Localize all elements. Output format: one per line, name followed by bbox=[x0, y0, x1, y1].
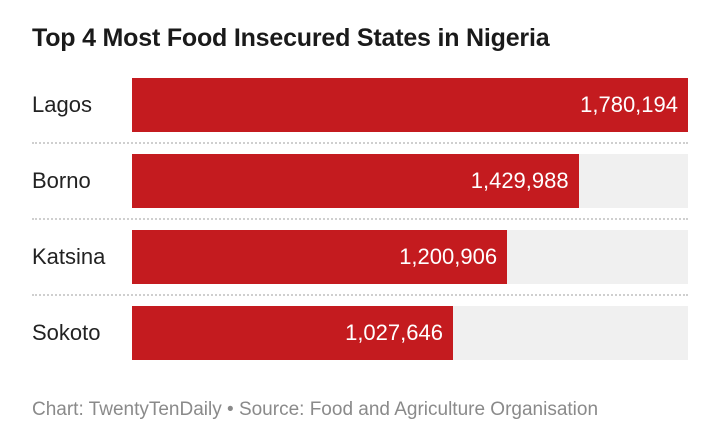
category-label: Lagos bbox=[32, 92, 92, 117]
chart-row: Borno 1,429,988 bbox=[32, 154, 688, 230]
category-label: Sokoto bbox=[32, 320, 101, 345]
chart-title: Top 4 Most Food Insecured States in Nige… bbox=[32, 24, 550, 52]
bar-track: 1,200,906 bbox=[132, 230, 688, 284]
bar-track: 1,429,988 bbox=[132, 154, 688, 208]
bar: 1,429,988 bbox=[132, 154, 579, 208]
row-divider bbox=[32, 218, 688, 220]
bar: 1,200,906 bbox=[132, 230, 508, 284]
row-divider bbox=[32, 142, 688, 144]
bar-track: 1,027,646 bbox=[132, 306, 688, 360]
chart-row: Katsina 1,200,906 bbox=[32, 230, 688, 306]
value-label: 1,200,906 bbox=[399, 244, 498, 269]
bar-track: 1,780,194 bbox=[132, 78, 688, 132]
row-divider bbox=[32, 294, 688, 296]
category-label: Borno bbox=[32, 168, 91, 193]
bar-chart: Lagos 1,780,194 Borno 1,429,988 Katsina … bbox=[32, 78, 688, 382]
chart-row: Sokoto 1,027,646 bbox=[32, 306, 688, 382]
chart-row: Lagos 1,780,194 bbox=[32, 78, 688, 154]
value-label: 1,027,646 bbox=[345, 320, 443, 345]
category-label: Katsina bbox=[32, 244, 106, 269]
chart-footer: Chart: TwentyTenDaily • Source: Food and… bbox=[32, 399, 599, 420]
value-label: 1,429,988 bbox=[470, 168, 569, 193]
bar: 1,780,194 bbox=[132, 78, 688, 132]
value-label: 1,780,194 bbox=[580, 92, 678, 117]
bar: 1,027,646 bbox=[132, 306, 453, 360]
